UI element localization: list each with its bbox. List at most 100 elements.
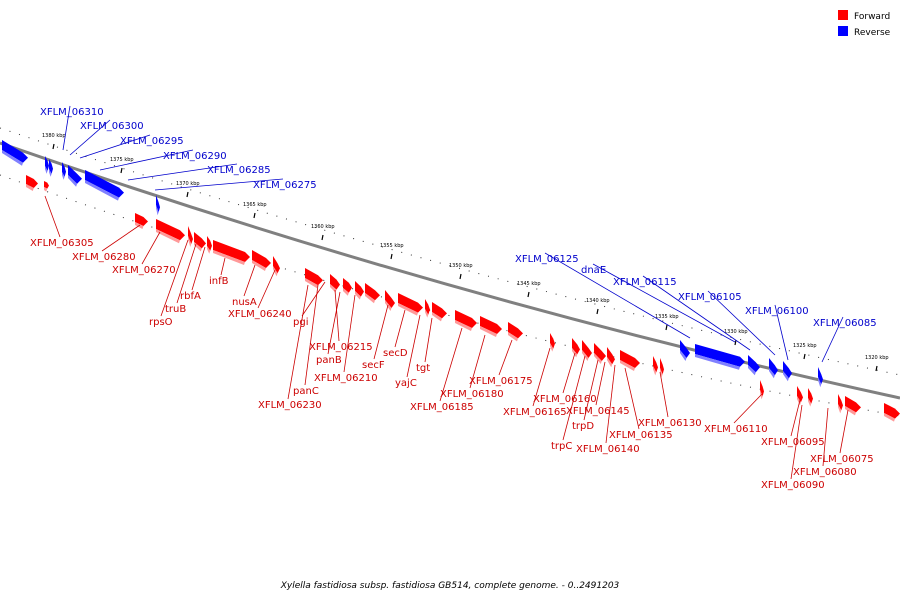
forward-gene-label[interactable]: XFLM_06080 xyxy=(793,467,857,478)
forward-gene-label[interactable]: rpsO xyxy=(149,317,173,328)
forward-gene-arrow xyxy=(398,293,423,313)
scale-tick-mark xyxy=(390,253,393,260)
reverse-gene-label[interactable]: XFLM_06105 xyxy=(678,292,742,303)
forward-gene-arrow-shade xyxy=(432,312,442,322)
forward-gene-label[interactable]: XFLM_06280 xyxy=(72,252,136,263)
forward-gene-label[interactable]: rbfA xyxy=(180,291,201,302)
forward-gene-label[interactable]: XFLM_06240 xyxy=(228,309,292,320)
forward-gene-arrow xyxy=(425,299,430,315)
forward-gene-arrow xyxy=(653,356,658,373)
forward-gene-label[interactable]: XFLM_06210 xyxy=(314,373,378,384)
scale-tick-mark xyxy=(186,191,189,198)
forward-gene-label[interactable]: nusA xyxy=(232,297,257,308)
reverse-gene-label[interactable]: dnaE xyxy=(581,265,606,276)
forward-gene-label-leader xyxy=(790,404,803,480)
forward-gene-arrow xyxy=(207,236,212,251)
forward-gene-label-leader xyxy=(583,359,599,421)
reverse-gene-label[interactable]: XFLM_06085 xyxy=(813,318,877,329)
reverse-gene-arrow xyxy=(85,170,124,198)
forward-gene-arrow xyxy=(273,256,280,274)
forward-gene-arrow-shade xyxy=(594,353,602,364)
forward-gene-arrow xyxy=(760,380,764,397)
forward-gene-label[interactable]: XFLM_06075 xyxy=(810,454,874,465)
forward-gene-arrow xyxy=(305,268,323,286)
forward-gene-arrow xyxy=(135,213,148,226)
forward-gene-label[interactable]: XFLM_06305 xyxy=(30,238,94,249)
reverse-gene-arrow xyxy=(156,195,160,213)
reverse-gene-label[interactable]: XFLM_06285 xyxy=(207,165,271,176)
forward-gene-label[interactable]: trpD xyxy=(572,421,594,432)
forward-gene-label-leader xyxy=(424,317,433,363)
forward-gene-label[interactable]: panB xyxy=(316,355,342,366)
forward-gene-label[interactable]: XFLM_06180 xyxy=(440,389,504,400)
forward-gene-label[interactable]: XFLM_06145 xyxy=(566,406,630,417)
forward-gene-arrow-shade xyxy=(550,343,554,352)
forward-gene-label-leader xyxy=(624,367,640,430)
forward-gene-label[interactable]: panC xyxy=(293,386,319,397)
forward-gene-label-leader xyxy=(439,327,463,402)
forward-gene-label[interactable]: XFLM_06110 xyxy=(704,424,768,435)
forward-gene-arrow xyxy=(194,232,206,249)
reverse-gene-arrow xyxy=(680,340,690,358)
forward-gene-arrow xyxy=(455,310,477,328)
forward-gene-arrow xyxy=(213,240,250,262)
reverse-gene-arrow xyxy=(49,159,53,174)
forward-gene-label[interactable]: XFLM_06215 xyxy=(309,342,373,353)
reverse-gene-label[interactable]: XFLM_06100 xyxy=(745,306,809,317)
forward-gene-label-leader xyxy=(101,224,141,252)
forward-gene-arrow-shade xyxy=(808,398,812,407)
forward-gene-arrow-shade xyxy=(508,332,518,342)
forward-gene-label-leader xyxy=(790,399,801,437)
reverse-gene-arrow-shade xyxy=(783,371,789,382)
forward-gene-label[interactable]: yajC xyxy=(395,378,417,389)
forward-gene-arrow-shade xyxy=(582,350,589,361)
forward-gene-label[interactable]: trpC xyxy=(551,441,572,452)
forward-gene-label[interactable]: secD xyxy=(383,348,408,359)
reverse-gene-label[interactable]: XFLM_06300 xyxy=(80,121,144,132)
forward-gene-arrow xyxy=(550,333,555,349)
forward-gene-label[interactable]: XFLM_06185 xyxy=(410,402,474,413)
forward-gene-label[interactable]: truB xyxy=(165,304,186,315)
forward-gene-label[interactable]: XFLM_06140 xyxy=(576,444,640,455)
forward-gene-arrow xyxy=(44,181,49,189)
reverse-gene-label[interactable]: XFLM_06290 xyxy=(163,151,227,162)
forward-gene-arrow-shade xyxy=(660,368,663,378)
reverse-gene-label[interactable]: XFLM_06295 xyxy=(120,136,184,147)
forward-gene-label[interactable]: tgt xyxy=(416,363,430,374)
reverse-gene-arrow xyxy=(818,367,823,385)
reverse-gene-arrow xyxy=(695,344,745,367)
scale-tick-mark xyxy=(803,353,806,360)
forward-gene-label[interactable]: pgi xyxy=(293,317,308,328)
reverse-gene-label[interactable]: XFLM_06115 xyxy=(613,277,677,288)
scale-tick-label: 1340 kbp xyxy=(586,298,610,304)
forward-gene-label-leader xyxy=(176,243,197,304)
reverse-gene-label-leader xyxy=(821,316,844,363)
inner-dotted-track xyxy=(0,174,900,417)
forward-gene-label[interactable]: XFLM_06095 xyxy=(761,437,825,448)
forward-gene-label[interactable]: secF xyxy=(362,360,385,371)
reverse-gene-label[interactable]: XFLM_06275 xyxy=(253,180,317,191)
forward-gene-label[interactable]: XFLM_06270 xyxy=(112,265,176,276)
forward-gene-label[interactable]: XFLM_06135 xyxy=(609,430,673,441)
forward-gene-label[interactable]: XFLM_06230 xyxy=(258,400,322,411)
scale-tick-mark xyxy=(321,234,324,241)
scale-tick-mark xyxy=(527,291,530,298)
forward-gene-label[interactable]: XFLM_06165 xyxy=(503,407,567,418)
forward-gene-label[interactable]: infB xyxy=(209,276,229,287)
reverse-gene-label-leader xyxy=(774,304,789,361)
forward-gene-arrow-shade xyxy=(838,404,842,414)
legend-reverse-swatch xyxy=(838,26,848,36)
scale-tick-label: 1320 kbp xyxy=(865,355,889,361)
forward-gene-label-leader xyxy=(822,407,829,467)
forward-gene-label-leader xyxy=(343,294,356,373)
reverse-gene-label[interactable]: XFLM_06310 xyxy=(40,107,104,118)
forward-gene-arrow-shade xyxy=(213,250,245,265)
reverse-gene-label[interactable]: XFLM_06125 xyxy=(515,254,579,265)
scale-tick-mark xyxy=(253,212,256,219)
forward-gene-label[interactable]: XFLM_06090 xyxy=(761,480,825,491)
forward-gene-arrow xyxy=(355,281,364,297)
forward-gene-label[interactable]: XFLM_06160 xyxy=(533,394,597,405)
forward-gene-label[interactable]: XFLM_06130 xyxy=(638,418,702,429)
forward-gene-label[interactable]: XFLM_06175 xyxy=(469,376,533,387)
forward-gene-arrow-shade xyxy=(156,229,180,244)
